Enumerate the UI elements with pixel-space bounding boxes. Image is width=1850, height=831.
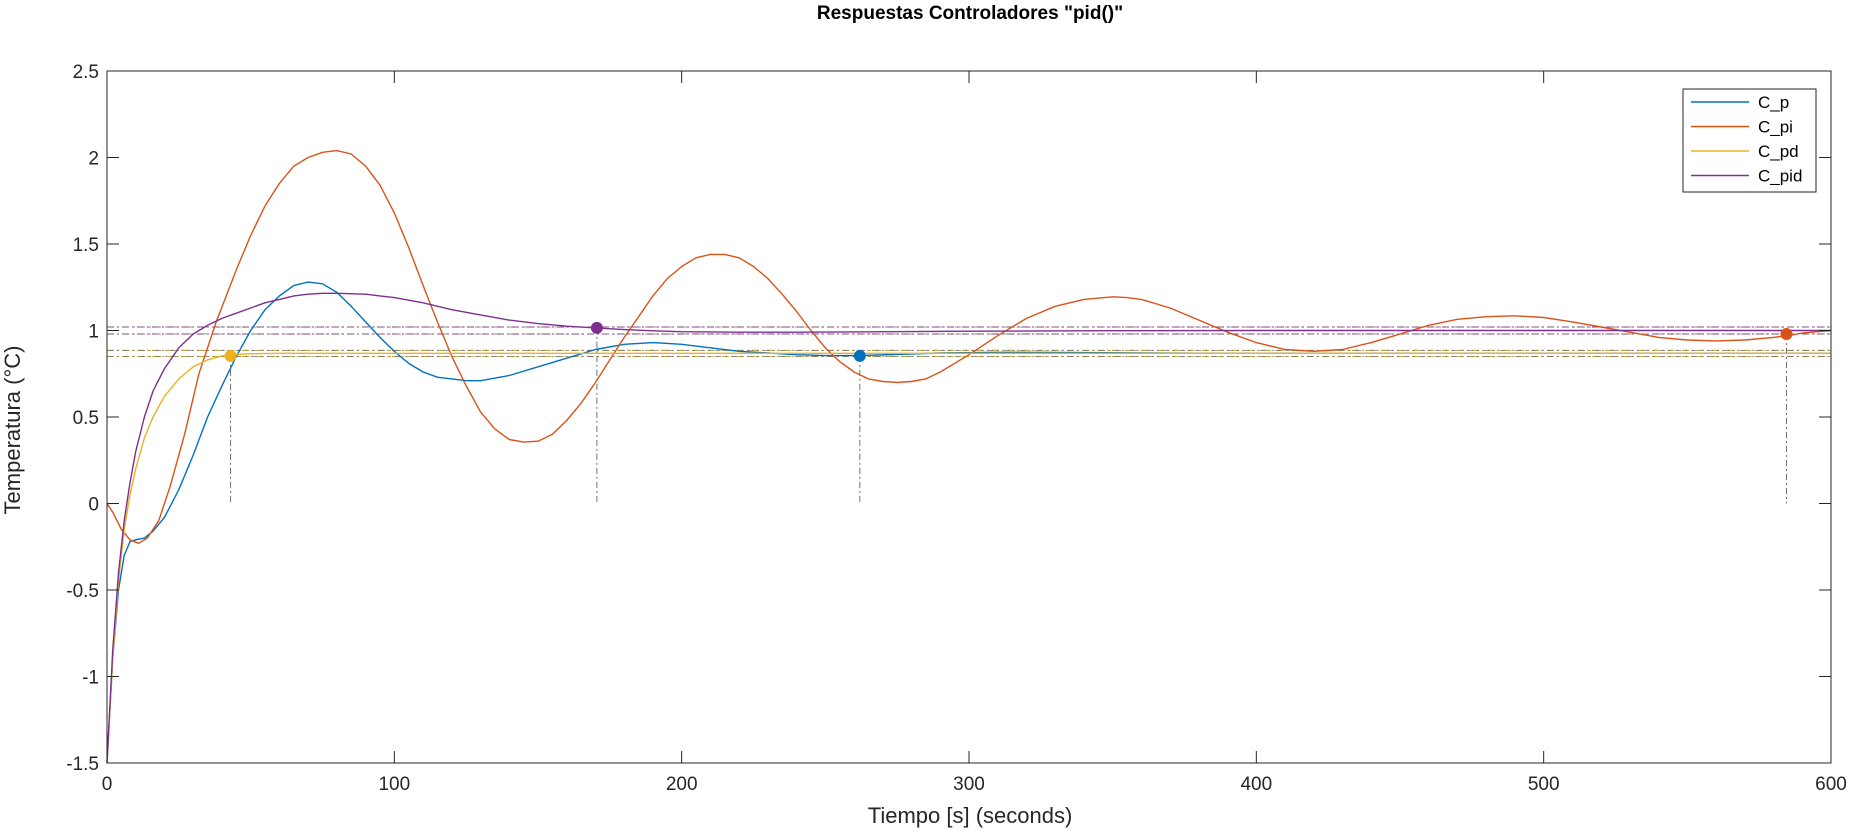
series-line-c-pd — [106, 352, 1831, 764]
legend-label: C_pi — [1758, 118, 1793, 137]
legend-label: C_pd — [1758, 142, 1799, 161]
y-tick-label: 0.5 — [73, 408, 99, 429]
y-tick-label: 1.5 — [73, 235, 99, 256]
y-tick-label: -1.5 — [66, 754, 99, 775]
y-tick-label: 1 — [88, 322, 99, 343]
y-tick-label: -0.5 — [66, 581, 99, 602]
x-tick-label: 600 — [1815, 774, 1847, 795]
series-line-c-pi — [106, 149, 1832, 544]
settling-marker-c-p — [853, 349, 866, 362]
x-axis-label: Tiempo [s] (seconds) — [868, 803, 1073, 828]
y-tick-label: 0 — [88, 495, 99, 516]
legend: C_p C_pi C_pd C_pid — [1682, 88, 1817, 193]
settling-marker-c-pi — [1780, 327, 1793, 340]
x-tick-label: 100 — [378, 774, 410, 795]
settling-marker-c-pid — [590, 321, 603, 334]
x-tick-label: 0 — [102, 774, 113, 795]
x-tick-label: 500 — [1528, 774, 1560, 795]
y-tick-label: -1 — [82, 668, 99, 689]
settling-marker-c-pd — [224, 349, 237, 362]
legend-label: C_p — [1758, 93, 1789, 112]
axes-box — [106, 70, 1832, 764]
y-tick-label: 2.5 — [73, 62, 99, 83]
series-line-c-p — [106, 281, 1831, 764]
series-line-c-pid — [106, 292, 1831, 764]
x-tick-label: 300 — [953, 774, 985, 795]
y-tick-label: 2 — [88, 149, 99, 170]
x-tick-label: 200 — [666, 774, 698, 795]
legend-label: C_pid — [1758, 167, 1802, 186]
x-tick-label: 400 — [1240, 774, 1272, 795]
chart-title: Respuestas Controladores "pid()" — [817, 3, 1123, 24]
y-axis-label: Temperatura (°C) — [0, 346, 25, 515]
plot-area: 0 100 200 300 400 500 600 -1.5 -1 -0.5 0 0.5 1 1.5 2 2.… — [66, 62, 1847, 795]
